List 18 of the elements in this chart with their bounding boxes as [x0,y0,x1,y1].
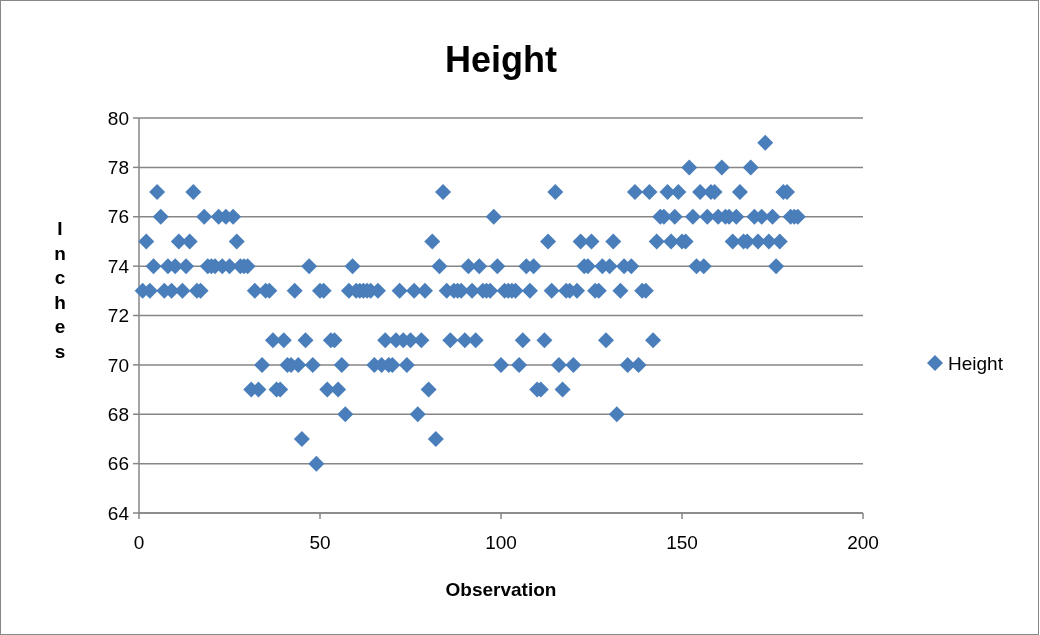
legend-label: Height [948,352,1004,374]
y-tick-label: 66 [107,453,129,475]
y-tick-label: 78 [107,157,129,179]
y-tick-label: 80 [107,107,129,129]
y-tick-label: 74 [107,255,130,277]
y-axis-title: Inches [54,218,66,362]
x-axis-title: Observation [445,579,557,600]
x-tick-label: 0 [133,532,145,553]
y-tick-label: 72 [107,305,129,327]
y-tick-label: 68 [107,403,129,425]
x-tick-label: 150 [666,532,698,553]
chart-title: Height [445,39,557,80]
y-tick-label: 70 [107,354,129,376]
x-tick-label: 200 [847,532,879,553]
y-tick-label: 64 [107,502,130,524]
y-tick-label: 76 [107,206,129,228]
x-tick-label: 100 [485,532,517,553]
x-tick-label: 50 [309,532,331,553]
